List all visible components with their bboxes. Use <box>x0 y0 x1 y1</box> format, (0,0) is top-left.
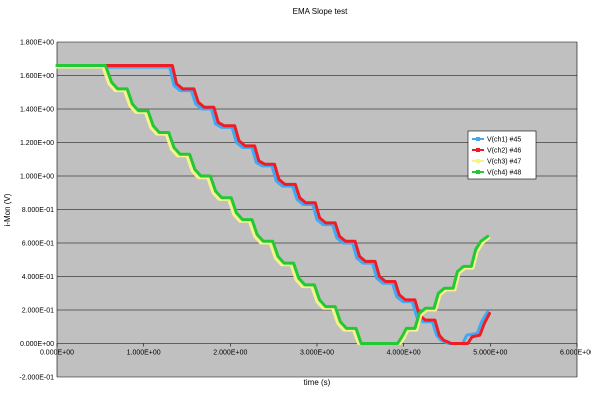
x-axis-ticks: 0.000E+00 1.000E+00 2.000E+00 3.000E+00 4.00… <box>40 343 591 357</box>
y-tick-label: 1.800E+00 <box>20 40 54 47</box>
chart-title: EMA Slope test <box>293 7 348 16</box>
series-lines <box>55 64 491 345</box>
legend-marker-ch1 <box>476 137 480 141</box>
y-tick-label: 2.000E-01 <box>22 308 54 315</box>
x-tick-label: 5.000E+00 <box>473 350 507 357</box>
legend-marker-ch3 <box>476 159 480 163</box>
legend-marker-ch2 <box>476 148 480 152</box>
y-axis-ticks: 1.800E+00 1.600E+00 1.400E+00 1.200E+00 1.00… <box>19 40 54 382</box>
y-tick-label: 1.000E+00 <box>20 174 54 181</box>
y-tick-label: 4.000E-01 <box>22 274 54 281</box>
series-line-ch1 <box>55 65 490 345</box>
y-tick-label: 1.200E+00 <box>20 140 54 147</box>
series-line-ch3 <box>55 65 491 345</box>
x-axis-label: time (s) <box>304 378 331 387</box>
y-tick-label: 8.000E-01 <box>22 207 54 214</box>
x-tick-label: 3.000E+00 <box>300 350 334 357</box>
y-tick-label: 1.400E+00 <box>20 107 54 114</box>
y-tick-label: 0.000E+00 <box>20 341 54 348</box>
series-line-ch4 <box>55 64 490 345</box>
x-tick-label: 0.000E+00 <box>40 350 74 357</box>
series-line-ch2 <box>55 64 491 345</box>
y-axis-label: i-Mon (V) <box>3 193 12 226</box>
x-tick-label: 1.000E+00 <box>127 350 161 357</box>
legend-label-ch1: V(ch1) #45 <box>487 137 521 144</box>
legend-label-ch3: V(ch3) #47 <box>487 159 521 166</box>
legend-label-ch2: V(ch2) #46 <box>487 148 521 155</box>
legend-label-ch4: V(ch4) #48 <box>487 170 521 177</box>
legend: V(ch1) #45 V(ch2) #46 V(ch3) #47 V(ch4) #48 <box>467 130 537 180</box>
legend-marker-ch4 <box>476 170 480 174</box>
x-tick-label: 2.000E+00 <box>213 350 247 357</box>
y-tick-label: 6.000E-01 <box>22 241 54 248</box>
x-tick-label: 4.000E+00 <box>387 350 421 357</box>
x-tick-label: 6.000E+00 <box>560 350 591 357</box>
y-tick-label: 1.600E+00 <box>20 73 54 80</box>
y-tick-label: -2.000E-01 <box>19 375 54 382</box>
